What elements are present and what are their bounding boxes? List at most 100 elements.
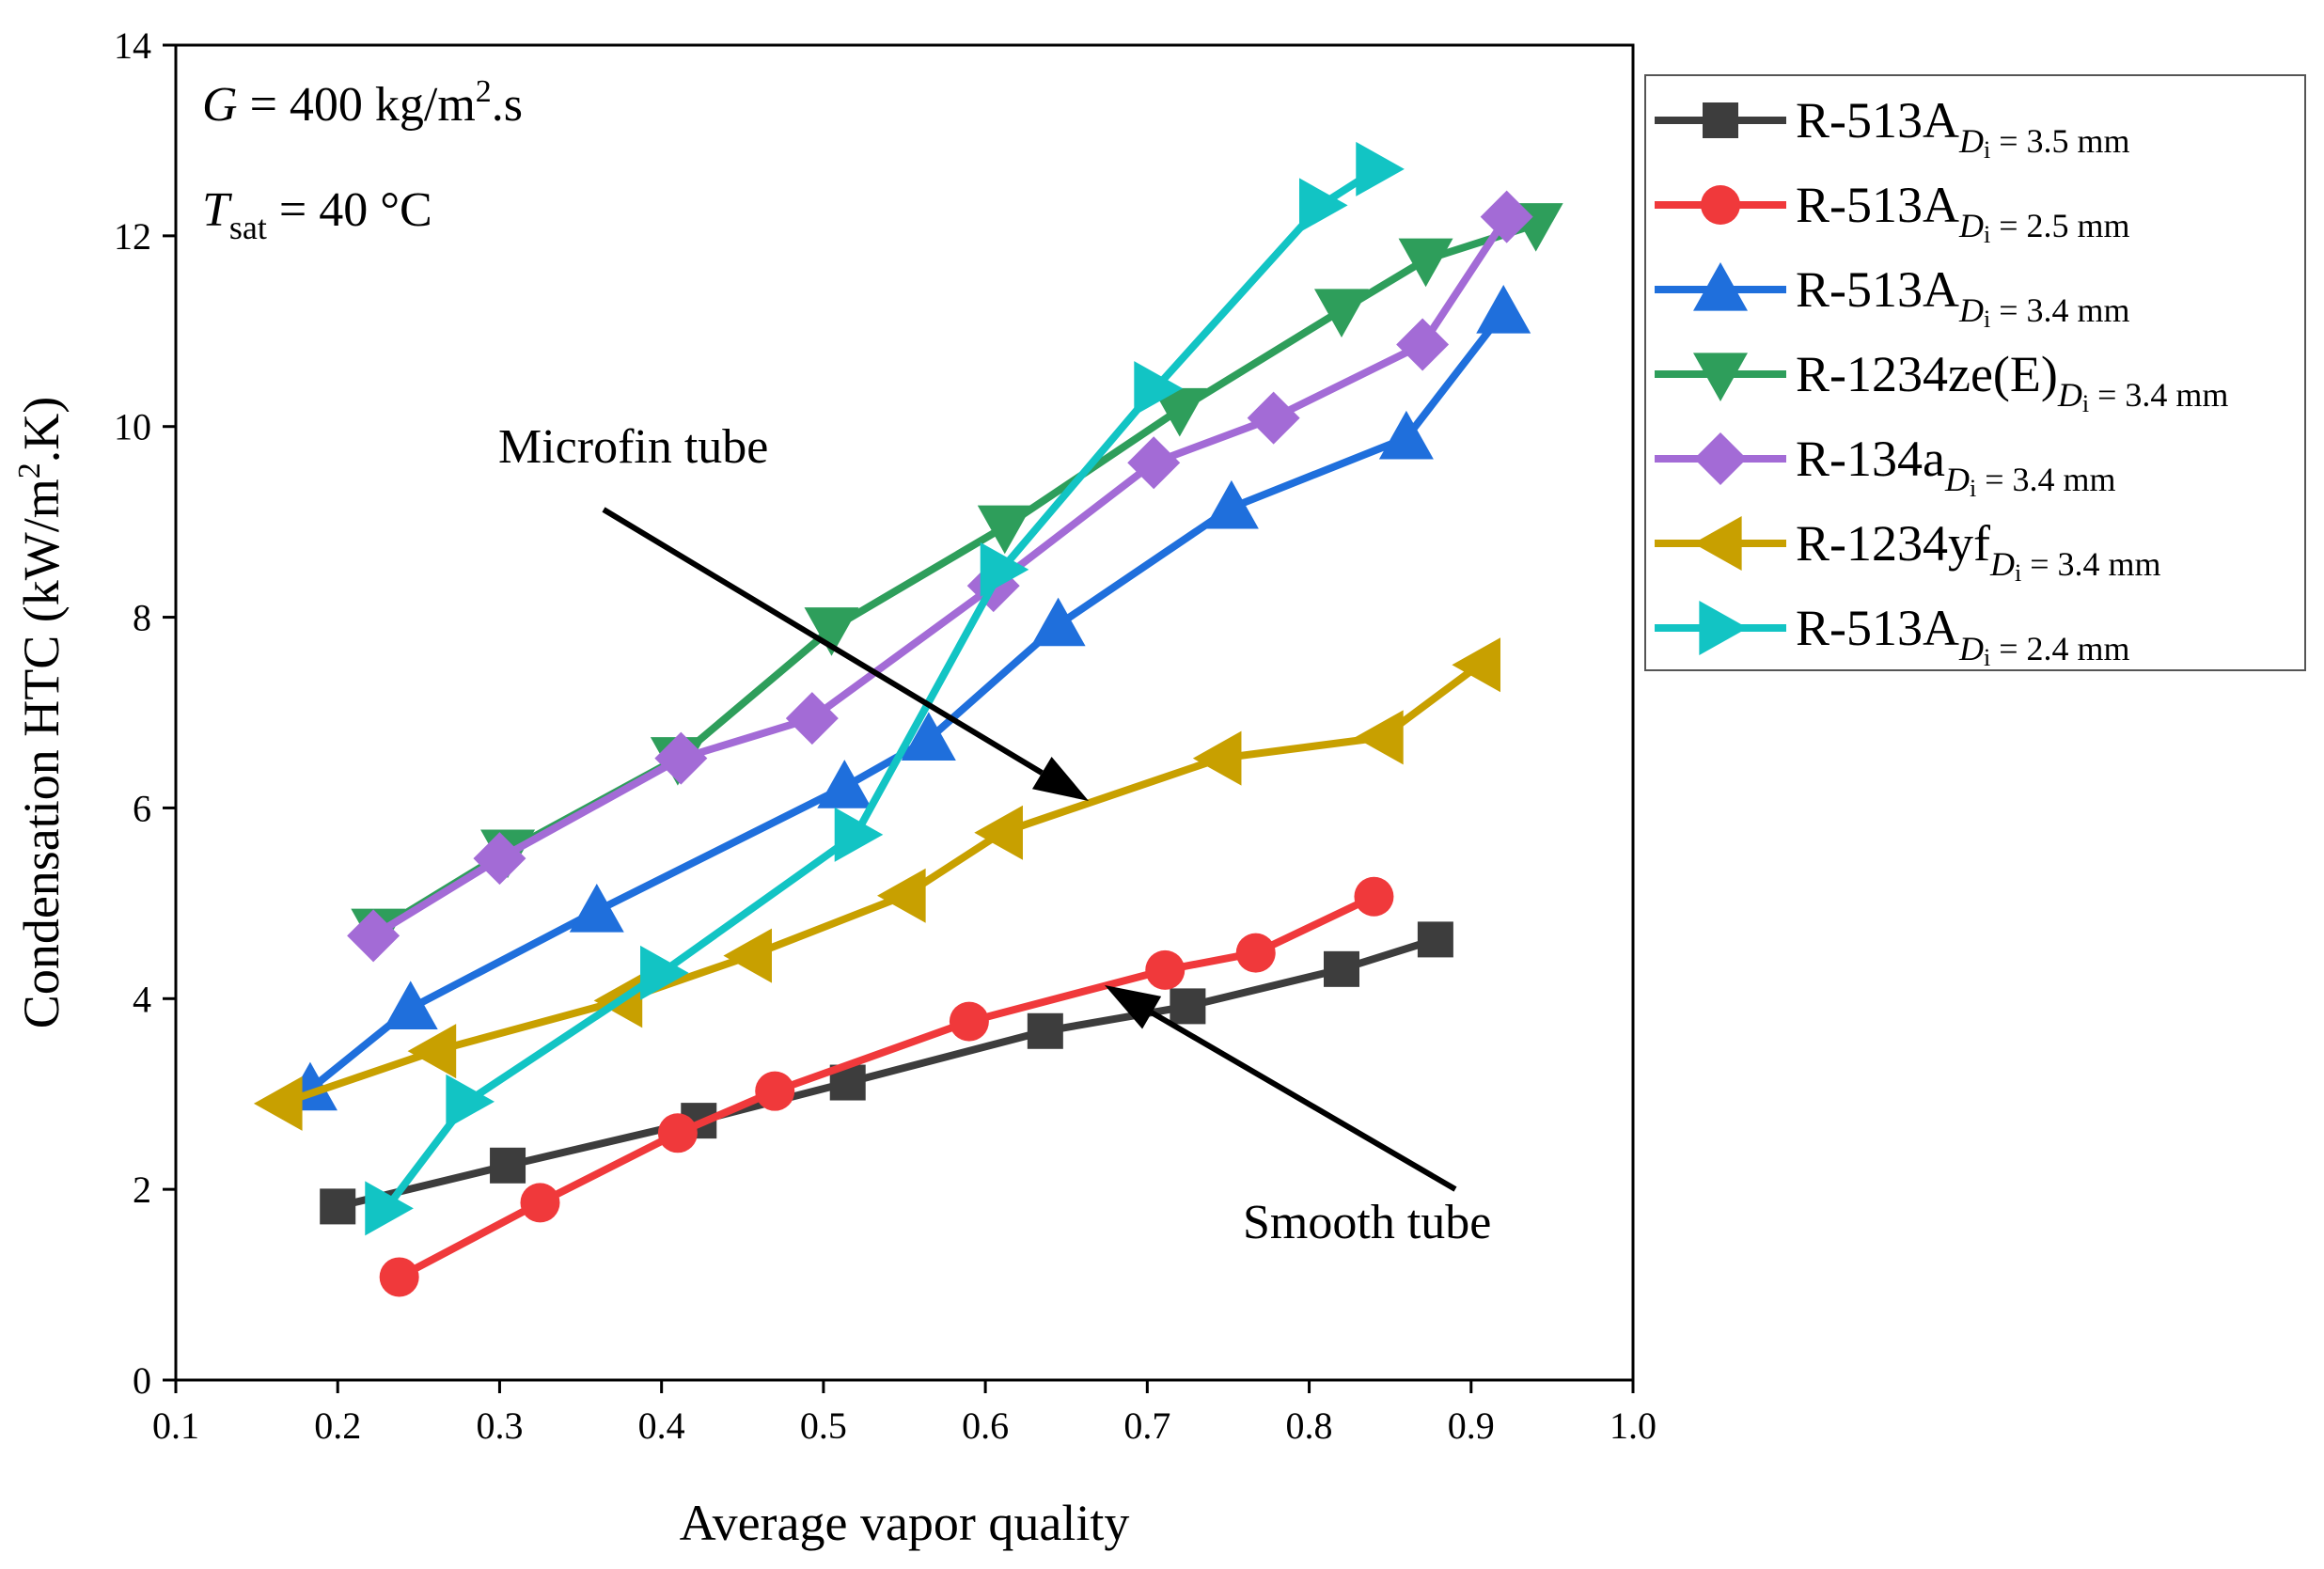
legend-swatch-marker: [1699, 601, 1748, 655]
y-tick-label: 4: [133, 978, 151, 1020]
legend-item-6: R-513ADi = 2.4 mm: [1655, 600, 2130, 671]
data-point: [446, 1074, 495, 1129]
y-axis-title: Condensation HTC (kW/m2.K): [12, 397, 70, 1028]
legend-swatch-marker: [1694, 432, 1747, 485]
data-point: [365, 1181, 414, 1236]
data-point: [1378, 410, 1434, 460]
data-point: [347, 909, 400, 963]
condition-saturation-temperature: Tsat = 40 °C: [202, 183, 432, 246]
legend-swatch-marker: [1693, 516, 1742, 571]
series-2: [282, 285, 1531, 1111]
legend-label: R-513ADi = 3.5 mm: [1796, 92, 2130, 164]
data-point: [1247, 391, 1300, 445]
legend-label-sub-var: D: [2057, 376, 2082, 414]
legend-label-name: R-134a: [1796, 431, 1945, 487]
x-tick-label: 0.6: [962, 1404, 1009, 1447]
legend-label-name: R-1234ze(E): [1796, 346, 2058, 402]
annotation-arrowhead-smooth: [1105, 985, 1162, 1029]
annotation-arrow-microfin: [602, 507, 1044, 776]
y-tick-label: 8: [133, 597, 151, 639]
annotation-microfin-tube: Microfin tube: [498, 420, 768, 474]
data-point: [804, 607, 859, 656]
legend-label-sub-var: D: [1958, 291, 1984, 329]
series-0: [320, 921, 1453, 1225]
x-tick-label: 0.8: [1286, 1404, 1333, 1447]
data-point: [407, 1024, 457, 1079]
legend-item-3: R-1234ze(E)Di = 3.4 mm: [1655, 346, 2228, 417]
data-point: [1152, 387, 1207, 437]
legend-label-name: R-513A: [1796, 261, 1959, 318]
legend-swatch-marker: [1693, 353, 1748, 401]
legend-label-sub-text: = 3.4 mm: [1976, 461, 2115, 498]
x-tick-label: 0.3: [476, 1404, 523, 1447]
legend-label-name: R-513A: [1796, 92, 1959, 149]
data-point: [1356, 141, 1405, 196]
data-point: [1134, 361, 1183, 416]
data-point: [654, 731, 708, 785]
data-point: [785, 692, 839, 745]
series-line: [337, 935, 1437, 1211]
condition-g-symbol: G: [202, 78, 238, 132]
x-tick-label: 0.1: [152, 1404, 199, 1447]
condition-t-sub: sat: [229, 209, 267, 246]
data-point: [1355, 710, 1404, 765]
y-axis-title-main: Condensation HTC (kW/m: [13, 479, 70, 1028]
data-point: [253, 1075, 303, 1131]
legend-label-sub-text: = 3.4 mm: [1990, 291, 2129, 329]
data-point: [1192, 730, 1242, 786]
data-point: [949, 1001, 989, 1042]
legend-label-sub-idx: i: [1984, 136, 1990, 164]
axis-ticks: 0.1 0.2 0.3 0.4 0.5 0.6 0.7 0.8 0.9 1.0 0 2 4 6 8 10 12 1…: [114, 24, 1657, 1447]
data-point: [980, 541, 1029, 597]
data-point: [755, 1071, 795, 1111]
x-tick-label: 0.9: [1448, 1404, 1495, 1447]
x-axis-title: Average vapor quality: [680, 1495, 1130, 1551]
data-point: [1476, 285, 1531, 334]
data-point: [877, 868, 926, 923]
data-point: [1398, 238, 1453, 288]
data-point: [901, 712, 956, 761]
legend-item-2: R-513ADi = 3.4 mm: [1655, 261, 2130, 333]
data-point: [473, 832, 526, 886]
data-point: [1298, 178, 1348, 233]
y-tick-label: 6: [133, 787, 151, 829]
series-group: [253, 141, 1563, 1297]
series-line: [376, 220, 1537, 934]
legend-label: R-513ADi = 2.5 mm: [1796, 177, 2130, 248]
legend-swatch-marker: [1693, 262, 1748, 311]
data-point: [1145, 949, 1186, 990]
legend-label-sub-text: = 2.5 mm: [1990, 207, 2129, 244]
legend-label-sub-text: = 2.4 mm: [1990, 630, 2129, 667]
data-point: [1203, 479, 1259, 529]
data-point: [1396, 318, 1450, 371]
y-tick-label: 2: [133, 1169, 151, 1211]
data-point: [520, 1183, 560, 1223]
data-point: [379, 1257, 419, 1297]
legend-label-sub-text: = 3.4 mm: [2021, 545, 2160, 583]
condition-t-symbol: T: [202, 183, 232, 237]
y-tick-label: 14: [114, 24, 151, 67]
legend-label-sub-var: D: [1958, 630, 1984, 667]
legend-label: R-1234ze(E)Di = 3.4 mm: [1796, 346, 2228, 417]
data-point: [723, 928, 773, 983]
y-axis-title-sup: 2: [12, 463, 47, 479]
data-point: [320, 1188, 356, 1225]
legend-label-name: R-513A: [1796, 177, 1959, 233]
annotation-arrowhead-microfin: [1031, 756, 1089, 801]
legend-label-sub-var: D: [1989, 545, 2015, 583]
data-point: [1354, 876, 1394, 917]
data-point: [1480, 190, 1533, 243]
data-point: [974, 805, 1023, 860]
series-5: [253, 637, 1501, 1131]
legend-label-sub-idx: i: [2015, 559, 2021, 587]
x-tick-label: 0.2: [314, 1404, 361, 1447]
x-tick-label: 0.7: [1123, 1404, 1170, 1447]
legend-label: R-513ADi = 3.4 mm: [1796, 261, 2130, 333]
legend-label-sub-var: D: [1944, 461, 1970, 498]
y-axis-title-end: .K): [13, 397, 70, 463]
data-point: [1170, 988, 1206, 1025]
legend-swatch-marker: [1703, 102, 1738, 138]
series-1: [379, 876, 1394, 1297]
plot-frame: [174, 43, 1635, 1382]
y-tick-label: 0: [133, 1359, 151, 1402]
